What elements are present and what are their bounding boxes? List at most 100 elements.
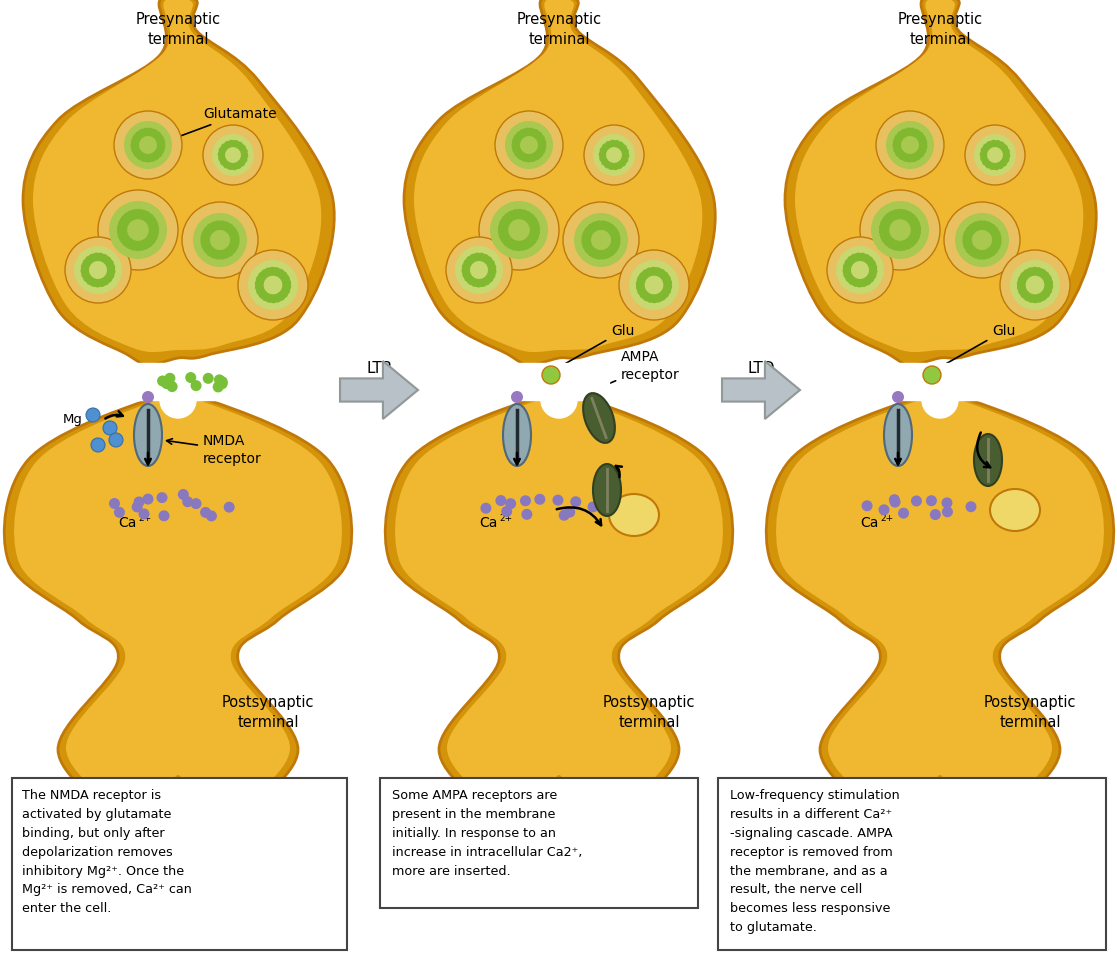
Circle shape [660,272,669,280]
Circle shape [225,141,231,149]
Circle shape [842,266,851,275]
Circle shape [926,495,937,506]
Circle shape [461,266,470,275]
Circle shape [230,162,238,170]
Circle shape [156,138,165,147]
Circle shape [258,272,267,280]
Circle shape [248,260,298,310]
Circle shape [236,141,244,149]
Circle shape [487,271,496,279]
Circle shape [639,290,648,299]
Circle shape [1002,156,1010,163]
Text: Ca: Ca [860,516,878,530]
Circle shape [103,421,117,435]
Circle shape [982,158,990,166]
Circle shape [612,162,619,170]
PathPatch shape [776,395,1104,828]
Polygon shape [340,361,418,419]
Circle shape [856,278,863,287]
Circle shape [608,227,618,236]
Circle shape [850,253,859,262]
Circle shape [663,282,672,291]
Circle shape [120,233,130,244]
Circle shape [514,209,525,219]
Circle shape [261,292,270,301]
Circle shape [619,159,627,167]
Circle shape [993,162,1000,170]
Circle shape [213,250,222,259]
Circle shape [944,202,1020,278]
Circle shape [997,141,1005,149]
Circle shape [662,286,671,295]
Text: Glu: Glu [556,324,634,369]
Circle shape [99,254,108,263]
Circle shape [502,215,512,226]
Circle shape [484,256,493,265]
Circle shape [582,229,592,239]
Circle shape [117,227,127,236]
Circle shape [894,145,901,154]
Circle shape [896,209,906,219]
Circle shape [582,237,591,247]
Circle shape [981,147,989,155]
Circle shape [639,272,648,280]
Circle shape [897,131,906,139]
Text: LTD: LTD [747,361,775,376]
Circle shape [217,221,227,230]
Circle shape [191,498,201,509]
Text: NMDA
receptor: NMDA receptor [166,434,261,466]
Circle shape [128,240,139,251]
Text: the membrane, and as a: the membrane, and as a [731,865,888,877]
Circle shape [223,502,235,513]
Circle shape [227,244,237,254]
Circle shape [1027,268,1035,276]
Circle shape [985,161,993,168]
Circle shape [879,223,889,232]
Circle shape [145,234,156,245]
Circle shape [446,237,512,303]
Circle shape [1016,283,1025,292]
Circle shape [827,237,892,303]
Circle shape [910,224,922,234]
Circle shape [968,224,977,233]
Circle shape [865,256,873,265]
Circle shape [903,211,914,222]
Circle shape [574,213,628,267]
Circle shape [512,141,521,150]
Circle shape [636,279,645,288]
Circle shape [210,222,219,231]
Circle shape [531,129,540,137]
Circle shape [599,151,607,158]
Circle shape [512,137,521,146]
Circle shape [965,125,1025,185]
Circle shape [582,233,591,243]
Circle shape [650,295,659,303]
Circle shape [122,236,132,247]
Circle shape [605,247,614,256]
Circle shape [105,259,114,268]
Circle shape [124,121,172,169]
Circle shape [499,219,509,229]
Circle shape [662,275,671,283]
PathPatch shape [404,0,715,365]
Circle shape [223,161,230,168]
Text: to glutamate.: to glutamate. [731,922,817,934]
Text: more are inserted.: more are inserted. [392,865,510,877]
Circle shape [240,148,248,156]
Circle shape [207,224,216,233]
Circle shape [235,161,242,169]
Circle shape [212,134,254,176]
Circle shape [485,275,494,283]
Circle shape [510,391,523,403]
Circle shape [1030,267,1039,276]
Circle shape [1016,279,1025,288]
Circle shape [986,224,996,233]
Circle shape [90,438,105,452]
Circle shape [238,159,246,167]
Circle shape [221,143,228,151]
Circle shape [605,141,612,149]
Circle shape [890,240,900,251]
Circle shape [889,496,900,508]
Circle shape [140,154,149,162]
Circle shape [238,250,308,320]
